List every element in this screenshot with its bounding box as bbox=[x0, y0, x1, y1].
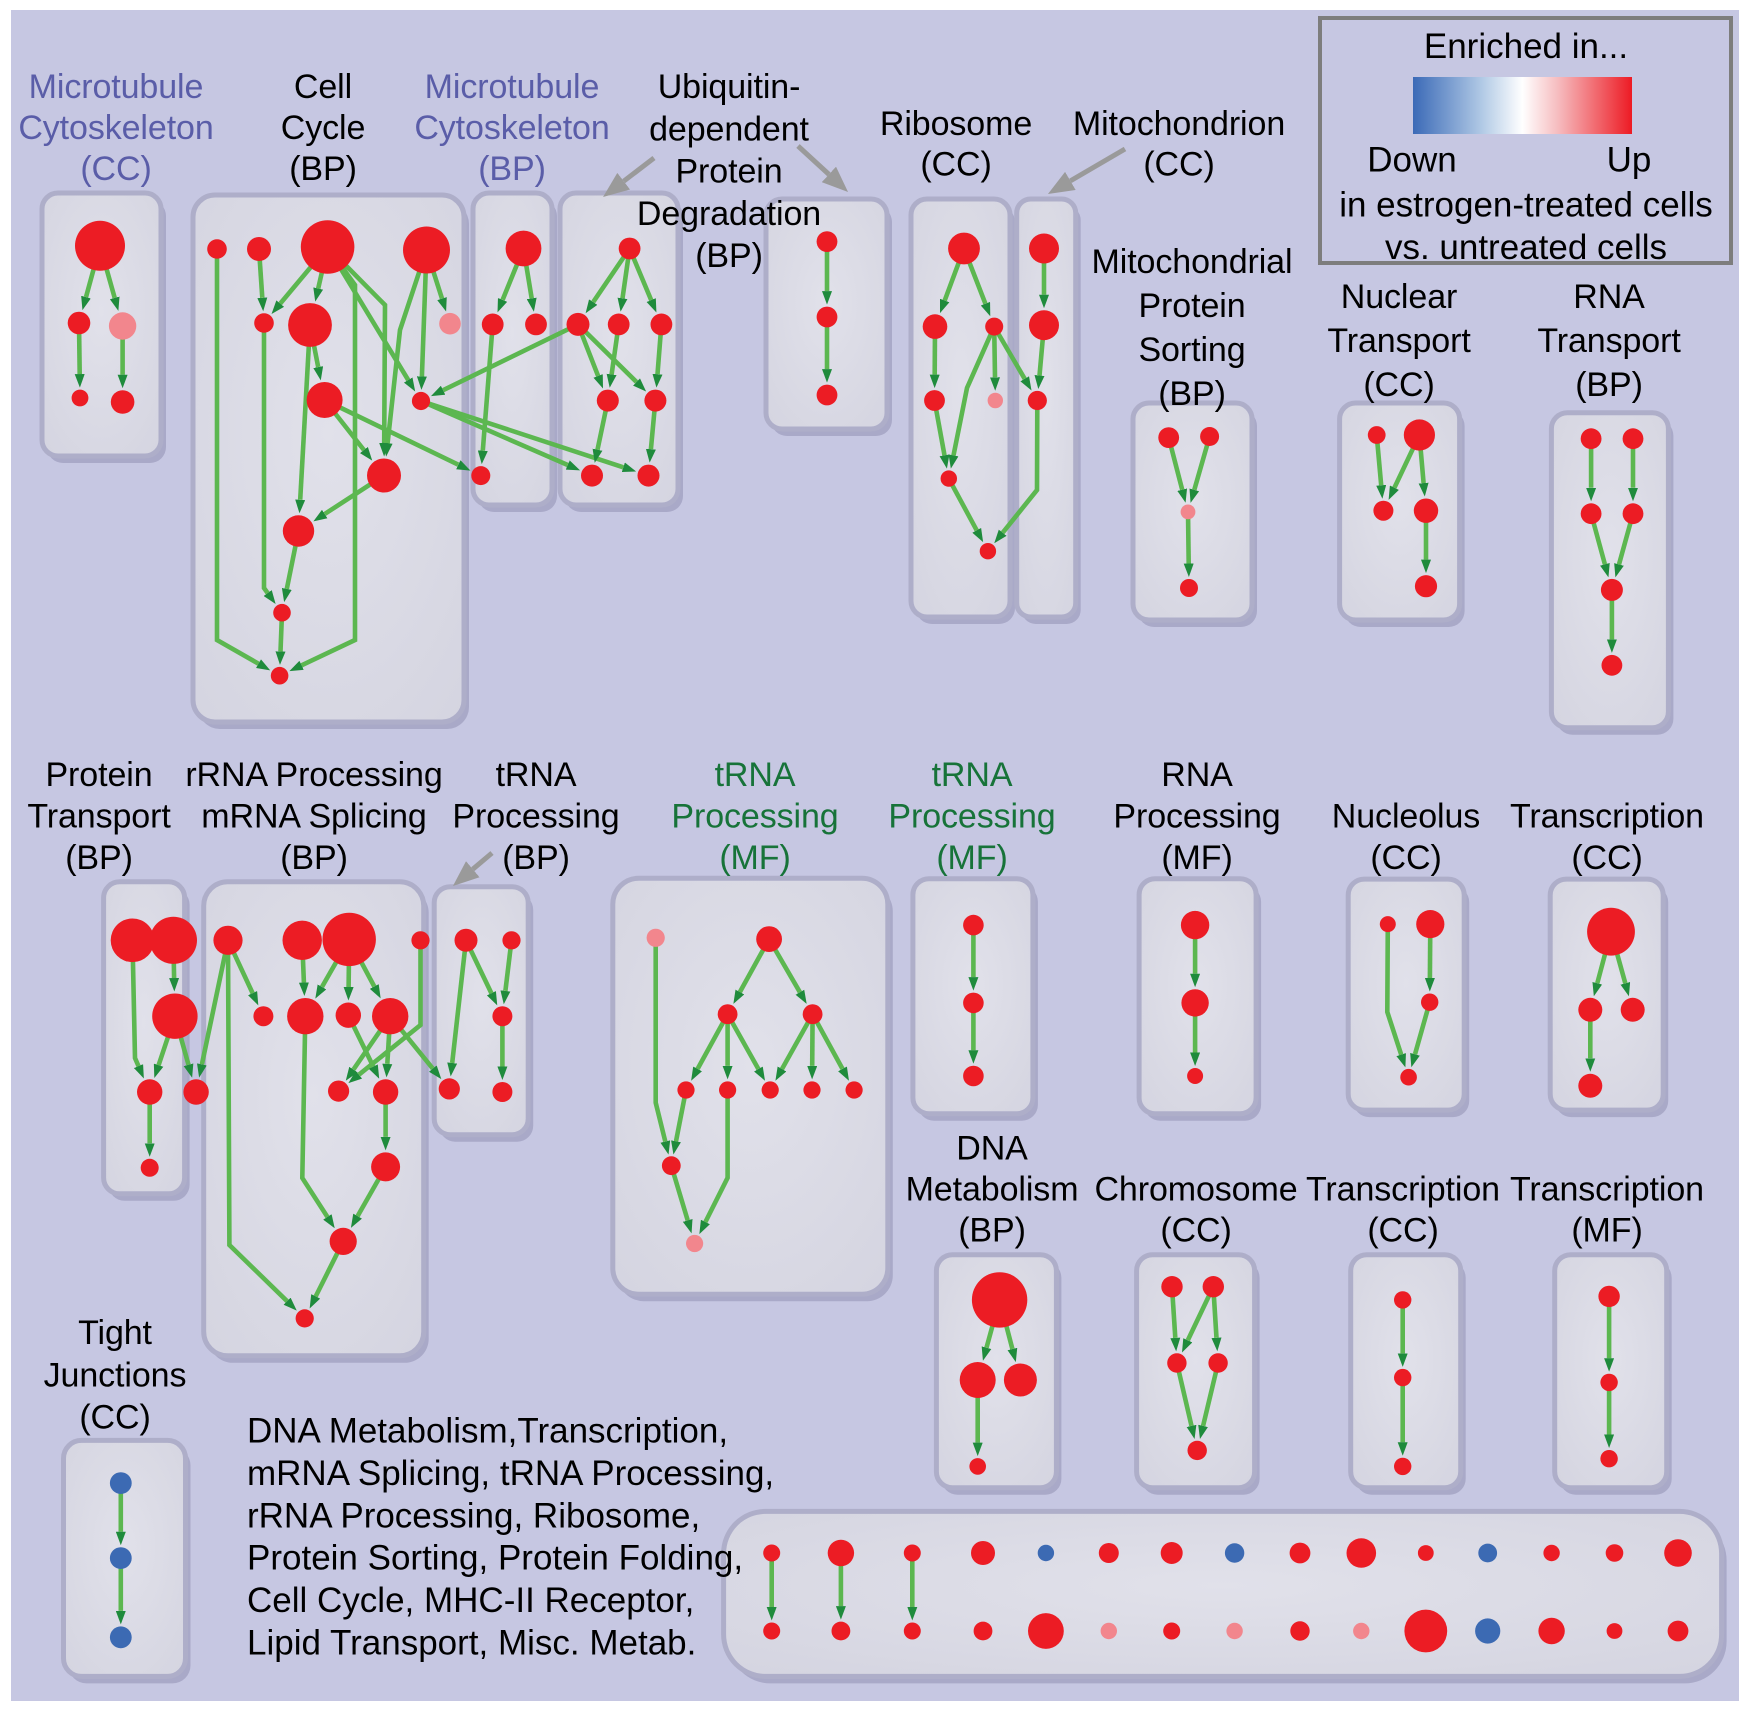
svg-text:Transport: Transport bbox=[27, 798, 171, 836]
svg-text:rRNA Processing, Ribosome,: rRNA Processing, Ribosome, bbox=[247, 1496, 700, 1535]
svg-text:RNA: RNA bbox=[1573, 278, 1645, 316]
svg-text:DNA: DNA bbox=[956, 1130, 1028, 1168]
svg-text:Junctions: Junctions bbox=[44, 1356, 187, 1394]
svg-text:(CC): (CC) bbox=[1363, 366, 1434, 404]
svg-text:Cell: Cell bbox=[294, 68, 352, 106]
svg-text:Microtubule: Microtubule bbox=[425, 68, 600, 106]
svg-text:(BP): (BP) bbox=[478, 150, 546, 188]
svg-text:Mitochondrion: Mitochondrion bbox=[1073, 105, 1285, 143]
svg-text:RNA: RNA bbox=[1161, 756, 1233, 794]
svg-text:in estrogen-treated cells: in estrogen-treated cells bbox=[1339, 186, 1713, 225]
svg-text:(CC): (CC) bbox=[80, 150, 151, 188]
svg-text:Metabolism: Metabolism bbox=[906, 1171, 1079, 1209]
svg-text:Transcription: Transcription bbox=[1306, 1171, 1500, 1209]
svg-text:Ubiquitin-: Ubiquitin- bbox=[658, 68, 801, 106]
svg-text:Protein: Protein bbox=[675, 153, 782, 191]
svg-text:vs. untreated cells: vs. untreated cells bbox=[1385, 228, 1667, 267]
svg-text:Cytoskeleton: Cytoskeleton bbox=[18, 109, 213, 147]
svg-text:Lipid Transport, Misc. Metab.: Lipid Transport, Misc. Metab. bbox=[247, 1624, 696, 1663]
svg-text:Cell Cycle, MHC-II Receptor,: Cell Cycle, MHC-II Receptor, bbox=[247, 1581, 694, 1620]
svg-text:(MF): (MF) bbox=[936, 839, 1007, 877]
svg-text:Mitochondrial: Mitochondrial bbox=[1092, 243, 1293, 281]
svg-text:(CC): (CC) bbox=[920, 146, 991, 184]
svg-text:Ribosome: Ribosome bbox=[880, 105, 1032, 143]
svg-text:Processing: Processing bbox=[1113, 798, 1280, 836]
svg-text:(CC): (CC) bbox=[1143, 146, 1214, 184]
svg-text:Sorting: Sorting bbox=[1138, 331, 1245, 369]
svg-text:Down: Down bbox=[1367, 141, 1456, 180]
svg-text:Microtubule: Microtubule bbox=[29, 68, 204, 106]
svg-text:Cycle: Cycle bbox=[281, 109, 366, 147]
svg-text:(BP): (BP) bbox=[289, 150, 357, 188]
svg-text:rRNA Processing: rRNA Processing bbox=[185, 756, 442, 794]
svg-text:Transport: Transport bbox=[1537, 322, 1681, 360]
svg-text:(BP): (BP) bbox=[958, 1212, 1026, 1250]
svg-text:(MF): (MF) bbox=[719, 839, 790, 877]
svg-text:Cytoskeleton: Cytoskeleton bbox=[414, 109, 609, 147]
svg-text:Processing: Processing bbox=[888, 798, 1055, 836]
svg-text:(BP): (BP) bbox=[502, 839, 570, 877]
svg-text:DNA Metabolism,Transcription,: DNA Metabolism,Transcription, bbox=[247, 1412, 728, 1451]
svg-text:(MF): (MF) bbox=[1161, 839, 1232, 877]
svg-text:Processing: Processing bbox=[452, 798, 619, 836]
svg-text:(CC): (CC) bbox=[1160, 1212, 1231, 1250]
svg-text:Degradation: Degradation bbox=[637, 195, 821, 233]
svg-text:Up: Up bbox=[1607, 141, 1652, 180]
svg-text:tRNA: tRNA bbox=[715, 756, 796, 794]
svg-text:Protein Sorting, Protein Foldi: Protein Sorting, Protein Folding, bbox=[247, 1539, 743, 1578]
svg-text:(BP): (BP) bbox=[1158, 375, 1226, 413]
svg-text:(BP): (BP) bbox=[1575, 366, 1643, 404]
svg-text:Nucleolus: Nucleolus bbox=[1332, 798, 1480, 836]
svg-text:mRNA Splicing: mRNA Splicing bbox=[201, 798, 426, 836]
svg-text:Protein: Protein bbox=[1138, 287, 1245, 325]
svg-text:(BP): (BP) bbox=[695, 237, 763, 275]
svg-text:(CC): (CC) bbox=[79, 1399, 150, 1437]
svg-text:Transport: Transport bbox=[1327, 322, 1471, 360]
svg-text:Processing: Processing bbox=[671, 798, 838, 836]
svg-text:Protein: Protein bbox=[45, 756, 152, 794]
svg-text:(BP): (BP) bbox=[280, 839, 348, 877]
svg-text:(CC): (CC) bbox=[1367, 1212, 1438, 1250]
svg-text:Tight: Tight bbox=[78, 1314, 152, 1352]
svg-text:Transcription: Transcription bbox=[1510, 1171, 1704, 1209]
svg-text:(BP): (BP) bbox=[65, 839, 133, 877]
svg-text:dependent: dependent bbox=[649, 110, 809, 148]
svg-text:Enriched in...: Enriched in... bbox=[1424, 27, 1628, 66]
svg-text:(MF): (MF) bbox=[1571, 1212, 1642, 1250]
svg-text:Nuclear: Nuclear bbox=[1341, 278, 1457, 316]
svg-text:tRNA: tRNA bbox=[496, 756, 577, 794]
svg-text:tRNA: tRNA bbox=[932, 756, 1013, 794]
svg-text:(CC): (CC) bbox=[1370, 839, 1441, 877]
svg-text:Chromosome: Chromosome bbox=[1094, 1171, 1297, 1209]
svg-text:Transcription: Transcription bbox=[1510, 798, 1704, 836]
svg-text:mRNA Splicing, tRNA Processing: mRNA Splicing, tRNA Processing, bbox=[247, 1454, 774, 1493]
svg-text:(CC): (CC) bbox=[1571, 839, 1642, 877]
